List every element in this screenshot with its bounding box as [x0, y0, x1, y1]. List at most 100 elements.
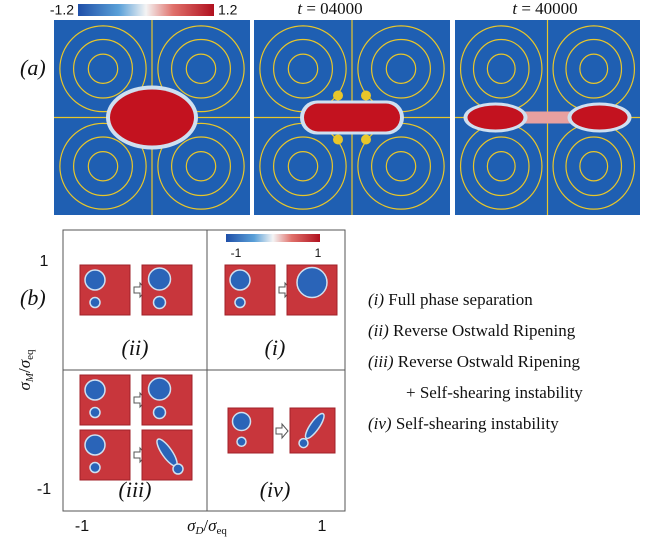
legend-tag: (i) [368, 290, 384, 309]
streamline [385, 53, 417, 84]
streamline [72, 38, 133, 99]
slash: / [15, 368, 34, 373]
domain [89, 296, 101, 309]
colorbar-max: 1 [315, 246, 322, 260]
legend-text: Full phase separation [388, 290, 533, 309]
streamline [472, 38, 530, 99]
time-value: 40000 [535, 0, 578, 18]
streamline [171, 136, 232, 197]
colorbar [78, 4, 214, 16]
legend-tag: (iii) [368, 352, 394, 371]
domain [172, 463, 184, 475]
panel-label: (b) [20, 285, 46, 310]
streamline [371, 38, 432, 99]
streamline [59, 25, 147, 113]
equals: = [517, 0, 535, 18]
vortex-core [361, 134, 371, 145]
legend-text: Reverse Ostwald Ripening [398, 352, 581, 371]
legend-entry: + Self-shearing instability [406, 383, 583, 402]
droplet [300, 90, 404, 145]
streamline [565, 136, 623, 197]
subscript: eq [217, 525, 228, 537]
arrow [275, 422, 289, 440]
streamline [565, 38, 623, 99]
colorbar [226, 234, 320, 242]
streamline [472, 136, 530, 197]
domain [147, 377, 172, 401]
domain [84, 434, 106, 456]
symbol: σ [187, 516, 196, 535]
legend-entry: (ii) Reverse Ostwald Ripening [368, 321, 576, 340]
streamline [87, 53, 119, 84]
domain [84, 269, 106, 291]
streamline [157, 122, 245, 210]
y-tick: 1 [40, 253, 49, 270]
legend-text: + Self-shearing instability [406, 383, 583, 402]
legend-tag: (iv) [368, 414, 392, 433]
droplet [106, 85, 198, 150]
streamline [486, 151, 516, 182]
colorbar-max: 1.2 [218, 2, 238, 18]
streamline [157, 25, 245, 113]
x-tick: -1 [75, 518, 89, 535]
domain [152, 405, 167, 420]
time-variable: t [297, 0, 303, 18]
frame-title: t = 40000 [512, 0, 577, 18]
domain [236, 436, 247, 447]
legend-tag: (ii) [368, 321, 389, 340]
streamline [87, 151, 119, 182]
thumbnail [79, 264, 131, 316]
streamline [486, 53, 516, 84]
streamline [579, 151, 609, 182]
time-variable: t [512, 0, 518, 18]
droplet-core [110, 89, 194, 146]
legend-entry: (i) Full phase separation [368, 290, 533, 309]
time-value: 04000 [320, 0, 363, 18]
quadrant-label: (iv) [260, 477, 291, 502]
streamline [287, 151, 319, 182]
legend-entry: (iv) Self-shearing instability [368, 414, 559, 433]
domain [152, 295, 167, 310]
subscript: M [24, 372, 36, 383]
vortex-core [333, 134, 343, 145]
legend-entry: (iii) Reverse Ostwald Ripening [368, 352, 580, 371]
symbol: σ [15, 382, 34, 391]
x-tick: 1 [318, 518, 327, 535]
droplet-core [467, 105, 524, 130]
streamline [579, 53, 609, 84]
streamline [287, 53, 319, 84]
slash: / [203, 516, 208, 535]
domain [89, 461, 101, 474]
domain [89, 406, 101, 419]
colorbar-min: -1 [231, 246, 242, 260]
domain [84, 379, 106, 401]
vortex-core [361, 90, 371, 101]
domain [231, 411, 252, 432]
quadrant-label: (ii) [122, 335, 149, 360]
streamline [171, 38, 232, 99]
streamline [273, 38, 334, 99]
domain [229, 269, 251, 291]
streamline [72, 136, 133, 197]
quadrant-label: (iii) [119, 477, 152, 502]
x-axis-label: σD/σeq [187, 516, 227, 537]
legend-text: Self-shearing instability [396, 414, 559, 433]
domain [296, 266, 328, 299]
subscript: eq [24, 349, 36, 360]
streamline [185, 151, 217, 182]
domain [304, 412, 325, 440]
streamline [371, 136, 432, 197]
subscript: D [194, 525, 203, 537]
frame-title: t = 04000 [297, 0, 362, 18]
vortex-core [333, 90, 343, 101]
symbol: σ [208, 516, 217, 535]
droplet-core [304, 103, 400, 132]
domain [298, 437, 309, 449]
streamline [185, 53, 217, 84]
equals: = [302, 0, 320, 18]
legend-text: Reverse Ostwald Ripening [393, 321, 576, 340]
colorbar-min: -1.2 [50, 2, 74, 18]
streamline [273, 136, 334, 197]
quadrant-label: (i) [265, 335, 286, 360]
